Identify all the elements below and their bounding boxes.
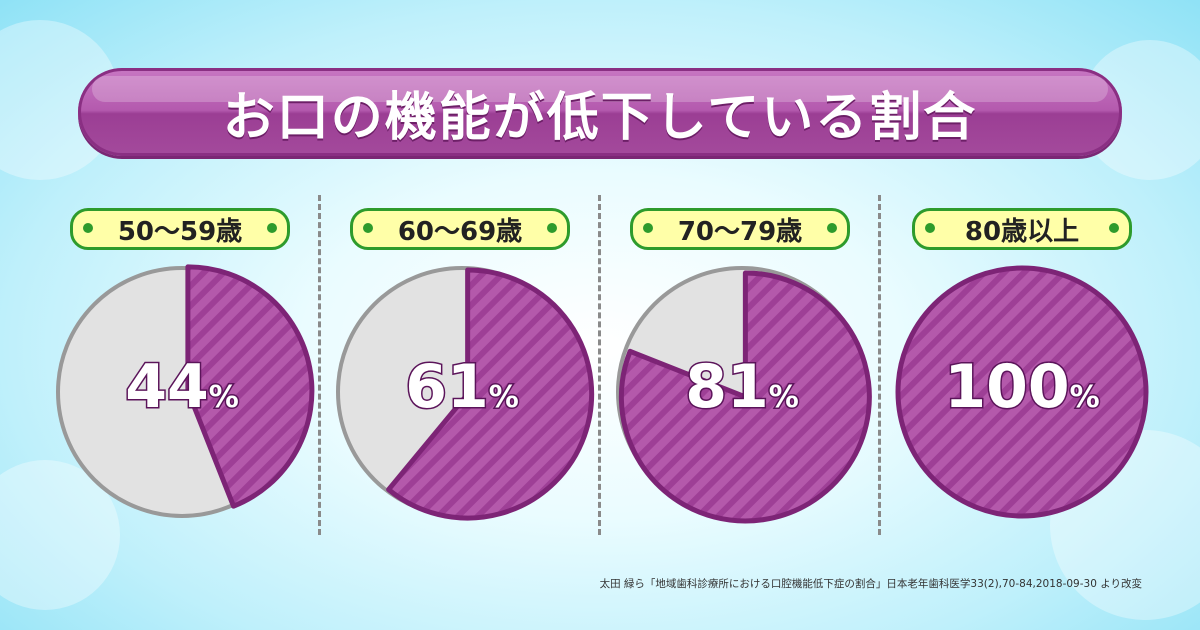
pie-value-slice [386, 267, 595, 521]
pill-dot [925, 223, 935, 233]
pie-chart-70-79: 81% [602, 252, 882, 532]
pie-value-slice [895, 265, 1149, 519]
age-label: 60〜69歳 [397, 216, 523, 247]
percentage-label: 44% [42, 351, 322, 424]
age-label-pill: 60〜69歳 [350, 208, 570, 250]
pill-dot [267, 223, 277, 233]
pie-chart-80-plus: 100% [882, 252, 1162, 532]
pill-dot [1109, 223, 1119, 233]
pill-dot [547, 223, 557, 233]
age-label: 80歳以上 [964, 216, 1080, 247]
percent-unit: % [487, 379, 520, 417]
percentage-label: 61% [322, 351, 602, 424]
age-label: 50〜59歳 [117, 216, 243, 247]
pie-value-slice [618, 270, 872, 524]
age-label-pill: 50〜59歳 [70, 208, 290, 250]
pie-chart-50-59: 44% [42, 252, 322, 532]
percent-unit: % [1068, 379, 1101, 417]
percent-unit: % [207, 379, 240, 417]
pie-svg [895, 265, 1149, 519]
pill-dot [363, 223, 373, 233]
percentage-label: 100% [882, 351, 1162, 424]
title-banner: お口の機能が低下している割合 [78, 68, 1122, 156]
pill-dot [643, 223, 653, 233]
pie-chart-60-69: 61% [322, 252, 602, 532]
pie-svg [56, 264, 315, 518]
title-banner-shine [92, 76, 1108, 102]
percentage-value: 44 [124, 351, 210, 424]
age-label-pill: 80歳以上 [912, 208, 1132, 250]
age-label-pill: 70〜79歳 [630, 208, 850, 250]
age-label: 70〜79歳 [677, 216, 803, 247]
pie-svg [336, 266, 595, 521]
page-title: お口の機能が低下している割合 [222, 87, 978, 148]
pie-value-slice [185, 264, 315, 509]
pill-dot [827, 223, 837, 233]
source-citation: 太田 緑ら「地域歯科診療所における口腔機能低下症の割合」日本老年歯科医学33(2… [599, 578, 1142, 590]
percentage-value: 61 [404, 351, 490, 424]
divider-2 [598, 195, 601, 535]
percentage-value: 100 [943, 351, 1071, 424]
pie-svg [616, 266, 872, 524]
percentage-label: 81% [602, 351, 882, 424]
pill-dot [83, 223, 93, 233]
percentage-value: 81 [684, 351, 770, 424]
percent-unit: % [767, 379, 800, 417]
divider-1 [318, 195, 321, 535]
divider-3 [878, 195, 881, 535]
